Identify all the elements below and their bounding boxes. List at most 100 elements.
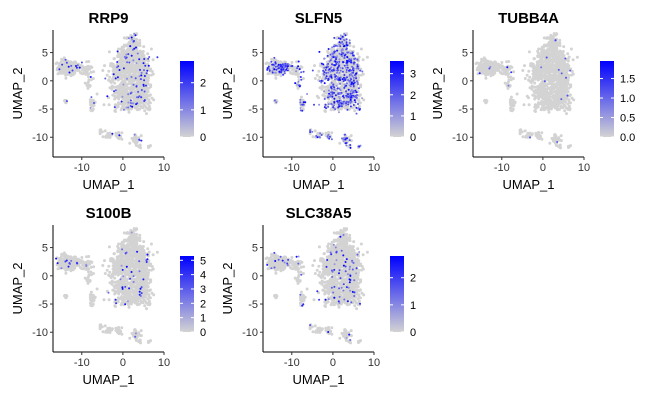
- expressing-cell-point: [143, 69, 145, 72]
- cell-point: [566, 67, 570, 71]
- cell-point: [539, 82, 542, 86]
- cell-point: [290, 72, 294, 75]
- cell-point: [80, 72, 84, 75]
- cell-points: [474, 32, 579, 150]
- expressing-cell-point: [349, 60, 352, 63]
- cell-point: [538, 73, 542, 77]
- expressing-cell-point: [271, 71, 274, 74]
- cell-point: [317, 69, 321, 73]
- cell-point: [115, 88, 119, 92]
- expressing-cell-point: [345, 48, 348, 51]
- expressing-cell-point: [343, 83, 346, 86]
- expressing-cell-point: [338, 52, 341, 55]
- cell-point: [138, 233, 142, 237]
- cell-point: [558, 63, 562, 67]
- cell-point: [120, 53, 123, 57]
- cell-point: [131, 68, 135, 72]
- expressing-cell-point: [333, 101, 336, 104]
- expressing-cell-point: [130, 36, 133, 39]
- cell-point: [515, 92, 519, 96]
- cell-point: [540, 45, 544, 49]
- cell-point: [138, 239, 142, 243]
- expressing-cell-point: [297, 80, 300, 83]
- colorbar-tick-label: 1: [410, 111, 416, 123]
- cell-point: [542, 97, 546, 101]
- expressing-cell-point: [337, 69, 340, 72]
- cell-point: [569, 47, 573, 51]
- expressing-cell-point: [334, 75, 337, 78]
- cell-point: [91, 107, 95, 111]
- cell-point: [138, 85, 142, 89]
- cell-point: [509, 78, 513, 82]
- expressing-cell-point: [140, 71, 143, 74]
- expressing-cell-point: [129, 99, 132, 102]
- cell-point: [139, 134, 143, 138]
- cell-point: [357, 76, 360, 80]
- cell-point: [125, 71, 129, 75]
- expressing-cell-point: [329, 135, 331, 138]
- expressing-cell-point: [287, 63, 290, 66]
- cell-point: [530, 86, 534, 90]
- expressing-cell-point: [299, 109, 302, 112]
- cell-point: [122, 101, 126, 105]
- expressing-cell-point: [343, 133, 346, 136]
- cell-point: [89, 103, 93, 107]
- expressing-cell-point: [135, 62, 138, 65]
- expressing-cell-point: [356, 65, 359, 68]
- expressing-cell-point: [332, 85, 335, 88]
- expressing-cell-point: [143, 90, 146, 93]
- cell-point: [105, 73, 109, 77]
- cell-point: [123, 65, 127, 69]
- cell-point: [503, 81, 507, 85]
- cell-point: [551, 68, 555, 72]
- expressing-cell-point: [67, 65, 70, 68]
- cell-point: [474, 62, 478, 66]
- expressing-cell-point: [328, 92, 331, 95]
- cell-point: [150, 70, 154, 73]
- expressing-cell-point: [343, 136, 346, 139]
- cell-point: [295, 60, 299, 64]
- expressing-cell-point: [336, 55, 339, 58]
- expressing-cell-point: [132, 83, 135, 86]
- expressing-cell-point: [344, 101, 347, 104]
- cell-point: [318, 75, 322, 79]
- cell-point: [553, 100, 557, 104]
- cell-point: [138, 63, 142, 67]
- expressing-cell-point: [334, 108, 337, 111]
- cell-point: [548, 141, 552, 145]
- expressing-cell-point: [336, 45, 339, 48]
- expressing-cell-point: [353, 58, 356, 60]
- expressing-cell-point: [337, 101, 340, 104]
- expressing-cell-point: [339, 45, 342, 48]
- cell-point: [138, 41, 142, 45]
- cell-point: [353, 109, 357, 113]
- cell-point: [531, 69, 535, 73]
- cell-point: [313, 64, 316, 68]
- cell-point: [527, 50, 531, 54]
- expressing-cell-point: [127, 101, 130, 104]
- expressing-cell-point: [357, 107, 360, 110]
- expressing-cell-point: [351, 92, 354, 95]
- expressing-cell-point: [330, 53, 333, 56]
- cell-point: [108, 75, 112, 79]
- expressing-cell-point: [330, 81, 333, 84]
- expressing-cell-point: [345, 144, 348, 147]
- cell-point: [80, 256, 84, 259]
- expressing-cell-point: [556, 141, 559, 143]
- cell-point: [61, 67, 65, 71]
- expressing-cell-point: [353, 99, 356, 102]
- cell-point: [130, 234, 134, 238]
- cell-point: [528, 75, 532, 79]
- expressing-cell-point: [139, 78, 142, 81]
- expressing-cell-point: [321, 80, 324, 82]
- expressing-cell-point: [138, 95, 141, 98]
- expressing-cell-point: [355, 67, 358, 70]
- cell-point: [558, 41, 562, 45]
- expressing-cell-point: [291, 65, 294, 67]
- expressing-cell-point: [345, 69, 348, 71]
- cell-point: [101, 69, 105, 72]
- cell-point: [58, 62, 62, 65]
- cell-point: [115, 70, 118, 74]
- cell-points: [264, 32, 369, 149]
- cell-point: [504, 72, 508, 76]
